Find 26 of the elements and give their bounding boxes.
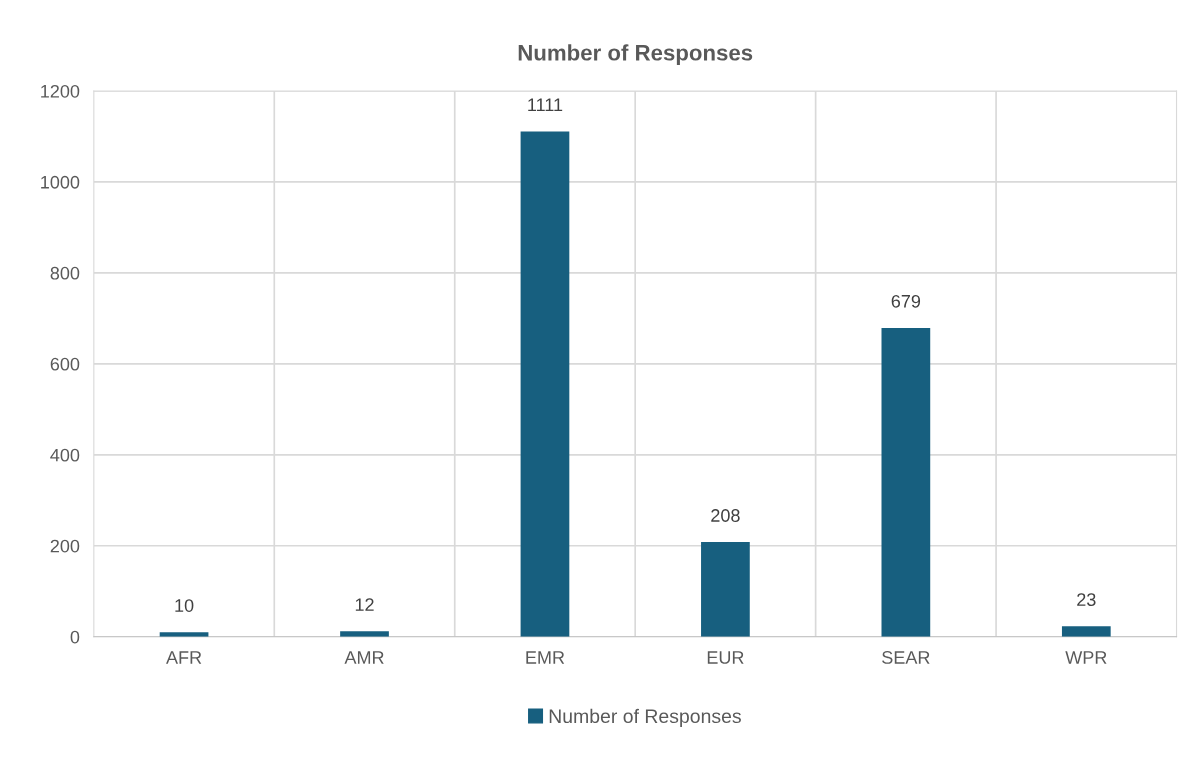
x-tick-label: AFR xyxy=(166,651,202,664)
y-tick-label: 600 xyxy=(50,357,80,371)
data-label: 10 xyxy=(175,599,194,612)
data-label: 23 xyxy=(1077,593,1096,607)
x-tick-label: AMR xyxy=(344,651,384,664)
x-tick-label: EMR xyxy=(526,651,565,664)
y-tick-label: 800 xyxy=(50,266,80,280)
y-tick-label: 200 xyxy=(50,539,80,553)
y-tick-label: 400 xyxy=(50,448,80,462)
x-tick-label: WPR xyxy=(1065,651,1107,664)
x-tick-label: SEAR xyxy=(882,651,930,664)
y-tick-label: 1200 xyxy=(41,84,80,98)
bar xyxy=(881,327,931,637)
data-label: 208 xyxy=(711,509,740,522)
y-tick-label: 0 xyxy=(70,630,80,644)
bar xyxy=(340,631,389,637)
bar xyxy=(520,131,570,637)
data-label: 1111 xyxy=(528,98,563,112)
bar xyxy=(701,542,750,637)
data-label: 12 xyxy=(355,598,374,611)
legend-label: Number of Responses xyxy=(549,708,741,727)
chart-title: Number of Responses xyxy=(518,44,753,66)
y-tick-label: 1000 xyxy=(41,175,80,189)
x-tick-label: EUR xyxy=(707,651,744,664)
bar xyxy=(1061,626,1111,637)
data-label: 679 xyxy=(891,294,921,308)
